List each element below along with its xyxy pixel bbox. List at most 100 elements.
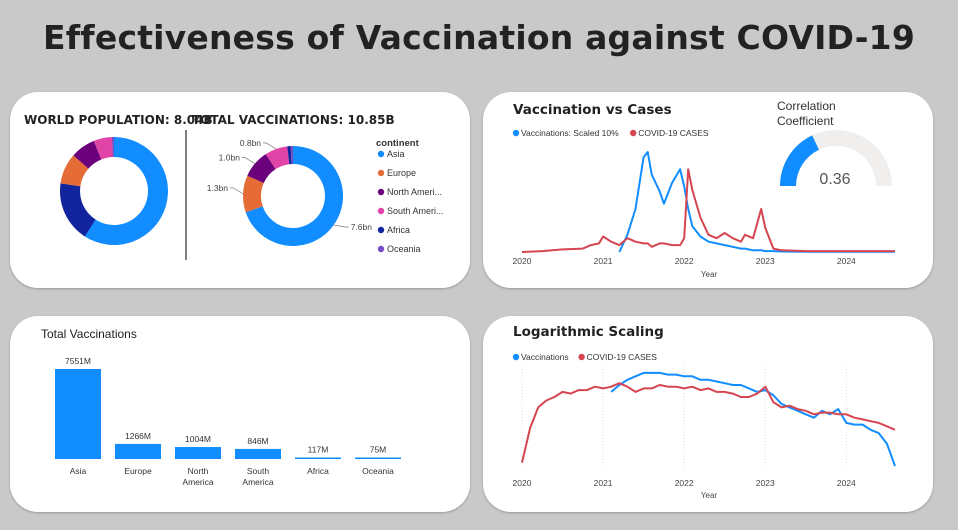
logarithmic-scaling-svg: Logarithmic Scaling Vaccinations COVID-19… (512, 324, 896, 500)
bar-label-africa: 117M (308, 445, 329, 455)
gauge-fill (780, 135, 819, 186)
continent-legend: Asia Europe North Ameri... South Ameri... Af… (377, 149, 444, 254)
donut-charts-svg: WORLD POPULATION: 8.04B TOTAL VACCINATIO… (24, 113, 444, 260)
bar-plot: 7551MAsia1266MEurope1004MNorthAmerica846… (55, 356, 401, 487)
legend-item-north-ameri: North Ameri... (387, 187, 442, 197)
category-label-south-america: America (242, 477, 273, 487)
donut-slice-north-america (247, 154, 276, 184)
data-label-north-america: 1.0bn (219, 153, 241, 163)
bar-label-asia: 7551M (65, 356, 91, 366)
legend-marker-covid-19-cases (578, 353, 585, 361)
legend-marker-europe (377, 169, 385, 177)
category-label-north-america: North (188, 466, 209, 476)
total-vaccinations-svg: Total Vaccinations 7551M Asia 1266M Europe 1… (41, 327, 401, 487)
data-label-europe: 1.3bn (207, 183, 229, 193)
donut-slice-asia (84, 137, 168, 245)
line-plot: 2020 2021 2022 2023 2024 (513, 151, 895, 266)
category-label-oceania: Oceania (362, 466, 394, 476)
legend-item-africa: Africa (387, 225, 410, 235)
legend-item-asia: Asia (387, 149, 405, 159)
x-tick-2020: 2020 (513, 478, 532, 488)
data-label-leader-south-america (263, 142, 277, 150)
x-tick-2021: 2021 (594, 478, 613, 488)
legend-item-south-ameri: South Ameri... (387, 206, 444, 216)
bar-europe (115, 443, 161, 459)
category-label-africa: Africa (307, 466, 329, 476)
legend-marker-africa (377, 226, 385, 234)
page-title: Effectiveness of Vaccination against COV… (43, 18, 915, 57)
x-axis-label: Year (701, 491, 718, 500)
legend-marker-north-ameri (377, 188, 385, 196)
legend-item-covid-19-cases: COVID-19 CASES (587, 352, 658, 362)
x-tick-2022: 2022 (675, 478, 694, 488)
data-label-leader-asia (333, 224, 349, 228)
series-line-vaccinations-scaled-10 (618, 151, 895, 253)
donut-slice-asia (245, 146, 343, 246)
bar-oceania (355, 457, 401, 459)
gauge-title-1: Correlation (777, 99, 836, 113)
donut-charts-card: WORLD POPULATION: 8.04B TOTAL VACCINATIO… (10, 92, 470, 288)
x-tick-2024: 2024 (837, 256, 856, 266)
bar-north-america (175, 447, 221, 459)
x-tick-2023: 2023 (756, 256, 775, 266)
gauge-value: 0.36 (819, 171, 850, 188)
bar-africa (295, 457, 341, 459)
logarithmic-scaling-card: Logarithmic Scaling Vaccinations COVID-19… (483, 316, 933, 512)
vaccination-vs-cases-card: Vaccination vs Cases Vaccinations: Scale… (483, 92, 933, 288)
legend-item-covid-19-cases: COVID-19 CASES (638, 128, 709, 138)
category-label-europe: Europe (124, 466, 152, 476)
world-population-donut (59, 137, 168, 245)
total-vaccinations-label: TOTAL VACCINATIONS: 10.85B (192, 113, 395, 127)
bar-label-south-america: 846M (247, 436, 268, 446)
line-plot: 2020 2021 2022 2023 2024 (513, 366, 896, 488)
series-line-vaccinations (610, 371, 896, 467)
world-population-label: WORLD POPULATION: 8.04B (24, 113, 213, 127)
legend-item-europe: Europe (387, 168, 416, 178)
total-vaccinations-donut: 7.6bn 1.3bn 1.0bn 0.8bn (207, 138, 372, 246)
donut-slice-oceania (290, 146, 293, 165)
donut-slice-oceania (111, 137, 114, 158)
legend-marker-vaccinations (512, 353, 520, 361)
x-tick-2024: 2024 (837, 478, 856, 488)
x-tick-2022: 2022 (675, 256, 694, 266)
bar-label-europe: 1266M (125, 431, 151, 441)
data-label-leader-north-america (241, 157, 256, 164)
series-line-covid-19-cases (521, 168, 895, 253)
data-label-asia: 7.6bn (351, 222, 373, 232)
bar-label-north-america: 1004M (185, 434, 211, 444)
x-axis-label: Year (701, 270, 718, 279)
category-label-south-america: South (247, 466, 269, 476)
donut-slice-north-america (73, 140, 102, 169)
data-label-leader-europe (230, 187, 244, 195)
legend-marker-vaccinations-scaled-10 (512, 129, 520, 137)
legend-item-vaccinations: Vaccinations (521, 352, 569, 362)
chart-title: Vaccination vs Cases (513, 102, 672, 118)
line-legend: Vaccinations COVID-19 CASES (512, 352, 658, 362)
line-legend: Vaccinations: Scaled 10% COVID-19 CASES (512, 128, 709, 138)
category-label-asia: Asia (70, 466, 87, 476)
legend-marker-asia (377, 150, 385, 158)
gauge-title-2: Coefficient (777, 114, 834, 128)
bar-asia (55, 369, 101, 459)
vaccination-vs-cases-svg: Vaccination vs Cases Vaccinations: Scale… (512, 99, 895, 279)
x-tick-2020: 2020 (513, 256, 532, 266)
series-line-covid-19-cases (521, 382, 896, 463)
donut-slice-africa (287, 146, 292, 165)
legend-marker-south-ameri (377, 207, 385, 215)
donut-slice-europe (60, 155, 89, 187)
bar-label-oceania: 75M (370, 445, 387, 455)
legend-title: continent (376, 138, 420, 149)
donut-slice-europe (243, 175, 264, 213)
legend-marker-covid-19-cases (630, 129, 637, 137)
donut-slice-south-america (265, 146, 290, 170)
legend-item-vaccinations-scaled-10: Vaccinations: Scaled 10% (521, 128, 619, 138)
category-label-north-america: America (182, 477, 213, 487)
chart-title: Total Vaccinations (41, 327, 137, 341)
x-tick-2023: 2023 (756, 478, 775, 488)
legend-marker-oceania (377, 245, 385, 253)
chart-title: Logarithmic Scaling (513, 324, 664, 340)
donut-slice-africa (59, 183, 96, 237)
total-vaccinations-card: Total Vaccinations 7551M Asia 1266M Europe 1… (10, 316, 470, 512)
data-label-south-america: 0.8bn (240, 138, 262, 148)
donut-slice-south-america (93, 137, 113, 160)
